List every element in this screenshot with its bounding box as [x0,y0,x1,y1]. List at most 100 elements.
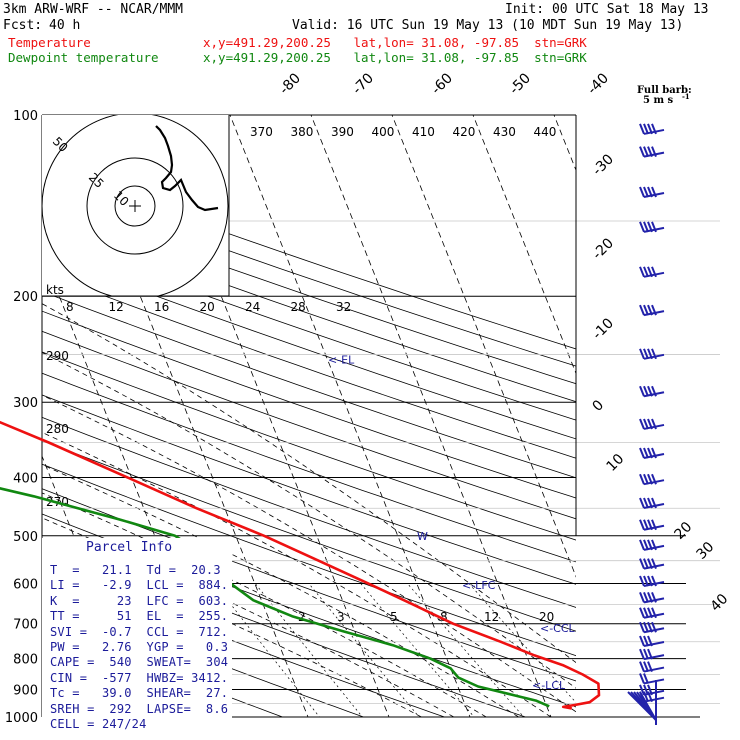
barb-flag [651,123,657,135]
level-marker: <-EL [328,354,355,367]
barb-flag [643,385,649,397]
barb-flag [639,558,645,569]
barb-flag [647,607,653,619]
barb-flag [647,591,653,603]
hodograph-ring [114,185,156,227]
hodograph-units: kts [46,283,64,297]
barb-flag [651,221,657,233]
barb-flag [643,661,649,672]
barb-flag [639,123,645,135]
parcel-info-row: SREH = 292 LAPSE= 8.6 [50,701,229,716]
mixing-ratio-label: 24 [245,300,260,314]
barb-flag [639,648,645,660]
isotherm-label: -70 [350,70,377,97]
wind-barb [639,591,665,604]
mixing-ratio-label-lower: 3 [337,610,345,624]
isotherm-label: 20 [672,519,696,543]
barb-flag [651,385,657,397]
parcel-info-row: CIN = -577 HWBZ= 3412. [50,670,229,685]
pressure-tick-label: 300 [13,396,38,411]
barb-flag [647,447,653,459]
valid-time: Valid: 16 UTC Sun 19 May 13 (10 MDT Sun … [292,18,684,33]
wind-barb [639,186,665,198]
init-time: Init: 00 UTC Sat 18 May 13 [505,2,709,17]
pressure-tick-label: 500 [13,530,38,545]
theta-label: 400 [372,125,395,139]
dry-adiabat [42,394,576,585]
barb-flag [647,635,653,647]
barb-flag [651,447,657,459]
barb-flag [643,304,649,316]
wind-barb [639,447,665,460]
pressure-tick-label: 100 [13,109,38,124]
pressure-tick-label: 700 [13,618,38,633]
wind-barb [639,607,665,619]
hodograph-ring [42,115,229,296]
barb-flag [647,123,653,135]
dry-adiabat [42,439,576,632]
barb-flag [643,607,649,619]
barb-flag [643,691,649,703]
dry-adiabat-label: 280 [46,422,69,436]
dry-adiabat [42,330,576,520]
wind-barb [639,684,665,696]
wind-barb [639,635,665,648]
theta-label: 380 [291,125,314,139]
barb-flag [647,385,653,397]
barb-flag [647,684,653,696]
barb-flag [651,607,657,619]
barb-flag [651,539,657,551]
level-marker: <-LCL [532,679,566,692]
wind-barb [639,221,665,233]
mixing-ratio-label: 8 [66,300,74,314]
wind-barb [639,575,665,588]
parcel-info-row: Tc = 39.0 SHEAR= 27. [50,686,229,701]
parcel-info-title: Parcel Info [86,540,173,555]
forecast-label: Fcst: [3,18,43,33]
wind-barb [639,348,665,360]
parcel-info-row: PW = 2.76 YGP = 0.3 [50,640,229,654]
level-marker: <-LFC [462,579,496,592]
barb-flag [647,661,653,672]
dry-adiabat [42,594,365,717]
mixing-ratio-label-lower: 8 [440,610,448,624]
barb-flag [651,497,657,509]
barb-flag [651,558,657,569]
dry-adiabat [42,234,576,421]
barb-flag [647,473,653,485]
barb-flag [639,497,645,509]
barb-legend-exponent: -1 [682,92,690,101]
barb-flag [647,621,653,633]
mixing-ratio-line [308,583,420,717]
moist-adiabat [42,352,576,689]
mixing-ratio-label: 12 [109,300,124,314]
barb-flag [643,648,649,660]
barb-flag [639,661,645,672]
dry-adiabat [42,182,576,367]
barb-flag [643,473,649,485]
barb-flag [643,519,649,531]
isotherm-label: 30 [694,539,718,563]
mixing-ratio-label: 32 [336,300,351,314]
hodograph-trace [155,125,219,212]
dry-adiabat [42,351,576,541]
barb-flag [639,447,645,459]
theta-label: 390 [331,125,354,139]
barb-flag [647,539,653,551]
wind-barb [639,661,665,673]
wind-barb [639,385,665,398]
barb-legend-title: Full barb: [637,85,692,96]
isotherm [229,115,471,717]
mixing-ratio-line [407,583,525,717]
barb-flag [643,591,649,603]
wind-barb [639,497,665,509]
barb-flag [639,673,645,684]
barb-flag [643,221,649,233]
barb-flag [643,497,649,509]
barb-flag [647,146,653,158]
barb-flag [647,575,653,587]
wind-barb [639,123,665,135]
barb-flag [651,186,657,198]
isotherm-label: -60 [429,70,456,97]
